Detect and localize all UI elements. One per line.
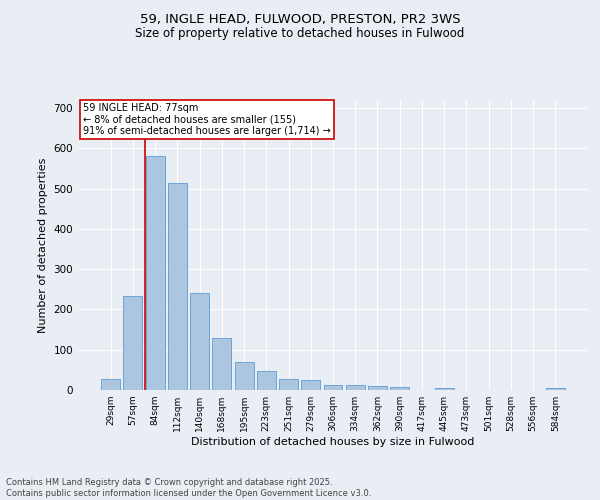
Bar [323, 385, 343, 390]
Bar [301, 380, 320, 390]
Bar [190, 294, 209, 390]
Bar [546, 388, 565, 390]
Bar [212, 338, 231, 390]
Text: 59 INGLE HEAD: 77sqm
← 8% of detached houses are smaller (155)
91% of semi-detac: 59 INGLE HEAD: 77sqm ← 8% of detached ho… [83, 103, 331, 136]
Bar [124, 296, 142, 390]
Bar [235, 362, 254, 390]
Bar [346, 385, 365, 390]
Bar [435, 388, 454, 390]
Bar [101, 379, 120, 390]
Bar [168, 182, 187, 390]
Bar [390, 387, 409, 390]
Bar [257, 372, 276, 390]
X-axis label: Distribution of detached houses by size in Fulwood: Distribution of detached houses by size … [191, 437, 475, 447]
Bar [146, 156, 164, 390]
Y-axis label: Number of detached properties: Number of detached properties [38, 158, 48, 332]
Bar [368, 386, 387, 390]
Text: 59, INGLE HEAD, FULWOOD, PRESTON, PR2 3WS: 59, INGLE HEAD, FULWOOD, PRESTON, PR2 3W… [140, 12, 460, 26]
Text: Size of property relative to detached houses in Fulwood: Size of property relative to detached ho… [136, 28, 464, 40]
Text: Contains HM Land Registry data © Crown copyright and database right 2025.
Contai: Contains HM Land Registry data © Crown c… [6, 478, 371, 498]
Bar [279, 378, 298, 390]
